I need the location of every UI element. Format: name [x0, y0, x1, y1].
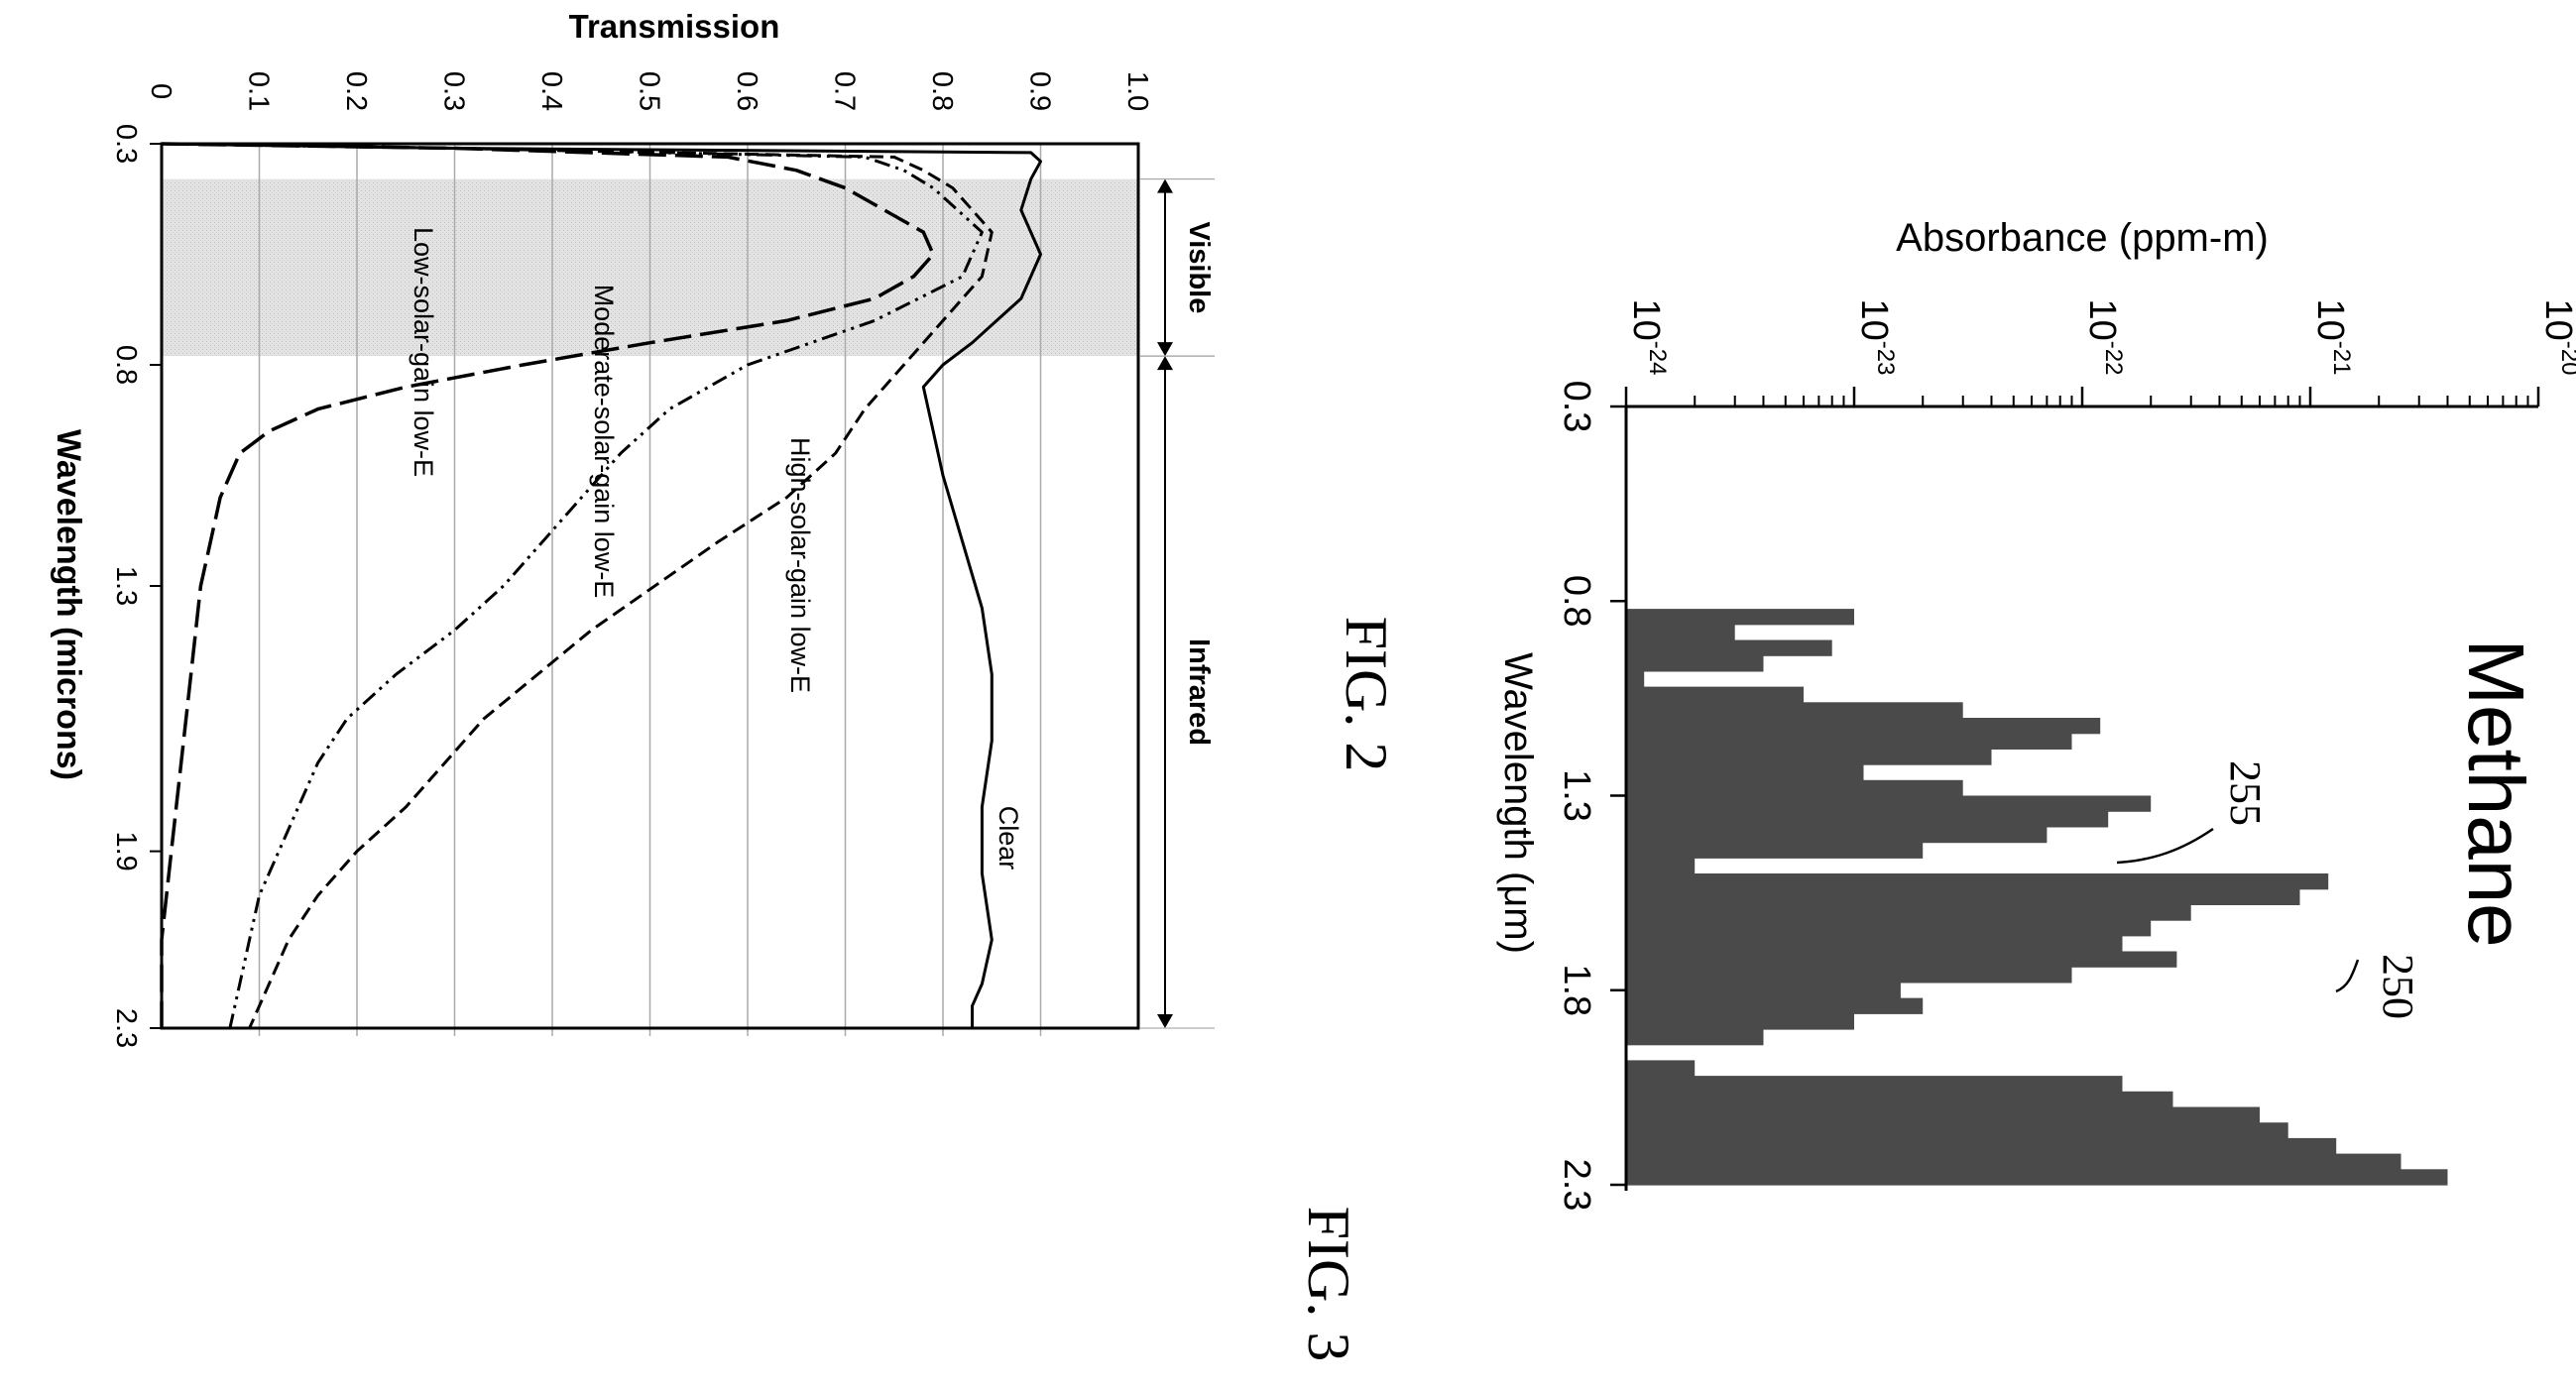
- fig2-bar: [1626, 609, 1854, 626]
- fig2-bar: [1626, 1060, 1696, 1077]
- fig3-gridlines: [258, 144, 1042, 1036]
- fig2-bar: [1626, 624, 1735, 641]
- fig2-bar: [1626, 888, 2300, 905]
- fig2-bar: [1626, 639, 1832, 656]
- fig2-absorbance-ticks: 10-24 10-23 10-22 10-21 10-20: [1624, 299, 2576, 406]
- fig3-ytick-label: 0: [145, 83, 176, 99]
- fig2-bar: [1626, 795, 2152, 812]
- fig2-bar: [1626, 967, 2072, 984]
- fig3-series-label: High-solar-gain low-E: [785, 437, 815, 693]
- fig3-xtick-label: 1.3: [110, 566, 142, 606]
- fig2-absorbance-bars: [1626, 609, 2448, 1186]
- fig2-ytick-label: 10-23: [1853, 299, 1899, 376]
- fig3-ytick-label: 0.1: [243, 71, 275, 111]
- fig2-annotation-250-leader: [2335, 959, 2360, 993]
- fig3-xtick-label: 0.8: [110, 345, 142, 385]
- fig2-annotation-255: 255: [2221, 760, 2270, 826]
- fig2-ylabel: Absorbance (ppm-m): [1896, 216, 2269, 260]
- fig2-bar: [1626, 982, 1901, 999]
- fig3-ytick-label: 0.2: [340, 71, 372, 111]
- fig2-figure-label: FIG. 2: [1334, 617, 1399, 772]
- fig2-bar: [1626, 1076, 2123, 1093]
- fig2-bar: [1626, 1091, 2173, 1108]
- fig3-region-arrow: [1157, 178, 1173, 193]
- fig2-xlabel: Wavelength (μm): [1496, 652, 1540, 954]
- fig2-xtick-label: 2.3: [1556, 1159, 1597, 1212]
- fig2-bar: [1626, 779, 1963, 797]
- fig2-xtick-label: 0.3: [1556, 381, 1597, 433]
- fig2-methane-chart: 0.30.81.31.82.3 10-2410-2310-2210-2110-2…: [1334, 216, 2576, 1211]
- fig3-region-label-infrared: Infrared: [1183, 638, 1215, 746]
- fig2-bar: [1626, 686, 1804, 703]
- fig3-ytick-label: 0.6: [731, 71, 762, 111]
- fig3-region-markers: Visible Infrared: [1140, 178, 1215, 1029]
- fig3-series-label: Low-solar-gain low-E: [409, 227, 438, 477]
- fig2-wavelength-ticks: 0.3 0.8 1.3 1.8 2.3: [1556, 381, 1626, 1212]
- fig2-bar: [1626, 764, 1864, 781]
- fig3-xlabel: Wavelength (microns): [50, 429, 87, 780]
- fig2-xtick-label: 1.3: [1556, 769, 1597, 822]
- fig2-xtick-label: 1.8: [1556, 964, 1597, 1016]
- fig3-xtick-label: 2.3: [110, 1008, 142, 1048]
- fig2-bar: [1626, 904, 2191, 921]
- fig3-series-lines: [160, 142, 1042, 1029]
- fig3-ylabel: Transmission: [569, 8, 780, 45]
- fig3-series-clear: [161, 142, 1042, 1028]
- fig3-ytick-label: 0.4: [535, 71, 567, 111]
- fig3-region-arrow: [1157, 356, 1173, 371]
- fig2-bar: [1626, 733, 2072, 750]
- fig3-transmission-ticks: 0 0.1 0.2 0.3 0.4 0.5 0.6 0.7 0.8 0.9 1.0: [145, 71, 1153, 111]
- fig3-ytick-label: 1.0: [1121, 71, 1153, 111]
- fig2-ytick-label: 10-20: [2537, 299, 2576, 376]
- fig2-bar: [1626, 873, 2329, 890]
- fig2-bar: [1626, 1106, 2260, 1123]
- fig3-ytick-label: 0.7: [829, 71, 861, 111]
- fig3-series-label: Moderate-solar-gain low-E: [589, 285, 619, 599]
- fig2-bar: [1626, 1153, 2401, 1170]
- fig2-bar: [1626, 951, 2177, 968]
- fig3-series-low-solar-gain-low-e: [160, 142, 935, 1028]
- fig2-bar: [1626, 749, 1992, 765]
- fig2-ytick-label: 10-24: [1625, 299, 1671, 376]
- fig3-region-arrow: [1157, 342, 1173, 357]
- fig2-bar: [1626, 702, 1963, 719]
- fig2-bar: [1626, 718, 2101, 735]
- fig3-ytick-label: 0.5: [634, 71, 665, 111]
- fig2-title: Methane: [2452, 638, 2540, 947]
- fig2-annotation-250: 250: [2374, 954, 2422, 1019]
- fig2-ytick-label: 10-21: [2309, 299, 2355, 376]
- fig3-wavelength-ticks: 0.3 0.8 1.3 1.9 2.3: [110, 124, 162, 1048]
- fig2-bar: [1626, 826, 2048, 844]
- fig2-bar: [1626, 920, 2152, 937]
- fig2-bar: [1626, 1029, 1764, 1046]
- fig3-series-high-solar-gain-low-e: [161, 142, 994, 1029]
- fig2-bar: [1626, 811, 2109, 828]
- fig3-ytick-label: 0.9: [1024, 71, 1056, 111]
- fig2-xtick-label: 0.8: [1556, 575, 1597, 628]
- fig3-series-labels: Clear High-solar-gain low-E Moderate-solar…: [409, 227, 1023, 870]
- fig2-bar: [1626, 1122, 2288, 1139]
- fig2-bar: [1626, 655, 1764, 672]
- fig2-bar: [1626, 858, 1696, 874]
- fig2-bar: [1626, 842, 1924, 859]
- fig2-bar: [1626, 1169, 2448, 1186]
- fig3-series-label: Clear: [994, 806, 1023, 870]
- fig2-ytick-label: 10-22: [2081, 299, 2127, 376]
- fig2-bar: [1626, 1137, 2337, 1155]
- fig3-ytick-label: 0.8: [926, 71, 958, 111]
- fig2-bar: [1626, 997, 1924, 1014]
- fig2-bar: [1626, 670, 1645, 688]
- fig3-figure-label: FIG. 3: [1296, 1207, 1361, 1362]
- fig3-xtick-label: 0.3: [110, 124, 142, 164]
- fig2-annotation-255-leader: [2116, 827, 2214, 865]
- fig3-xtick-label: 1.9: [110, 831, 142, 870]
- fig3-region-label-visible: Visible: [1183, 221, 1215, 313]
- fig3-region-arrow: [1157, 1014, 1173, 1028]
- fig2-bar: [1626, 1013, 1854, 1030]
- fig3-ytick-label: 0.3: [438, 71, 470, 111]
- fig3-transmission-chart: 0.3 0.8 1.3 1.9 2.3 0 0.1 0.2 0.3 0.4 0.5 0.6 0.7 0.…: [50, 8, 1361, 1361]
- fig2-bar: [1626, 935, 2123, 953]
